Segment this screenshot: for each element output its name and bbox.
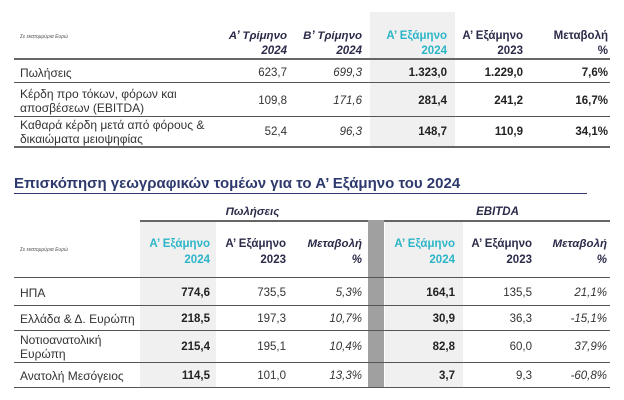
column-header: Α’ Εξάμηνο <box>471 238 532 250</box>
table-cell: 1.229,0 <box>484 67 523 79</box>
table-cell: -15,1% <box>570 312 607 325</box>
table-cell: 21,1% <box>574 286 607 299</box>
table-cell: 110,9 <box>494 126 523 138</box>
title-underline <box>14 193 587 194</box>
table-cell: 148,7 <box>418 126 447 138</box>
group-underline <box>140 220 368 222</box>
table-cell: 30,9 <box>432 312 455 325</box>
column-header-year: 2023 <box>497 45 523 57</box>
column-header-year: % <box>597 45 608 57</box>
row-label: δικαιώματα μειοψηφίας <box>20 132 143 146</box>
header-divider <box>14 58 610 60</box>
column-header-year: 2023 <box>260 254 286 266</box>
table-cell: 171,6 <box>333 95 362 107</box>
column-header-year: 2024 <box>184 254 210 266</box>
column-header: Α’ Εξάμηνο <box>149 238 210 250</box>
column-header-year: 2024 <box>421 45 447 57</box>
table-cell: 623,7 <box>258 67 287 79</box>
table-cell: 774,6 <box>181 286 210 299</box>
column-header-year: 2024 <box>261 45 287 57</box>
table-cell: 135,5 <box>503 286 532 299</box>
table-cell: 218,5 <box>181 312 210 325</box>
row-divider <box>14 362 610 363</box>
column-header: Α’ Εξάμηνο <box>386 30 447 42</box>
table-cell: 735,5 <box>257 286 286 299</box>
column-header: Μεταβολή <box>307 238 363 250</box>
row-label: Πωλήσεις <box>20 66 72 80</box>
units-note: Σε εκατομμύρια Ευρώ <box>20 34 68 40</box>
row-label: Ελλάδα & Δ. Ευρώπη <box>20 311 135 326</box>
column-header: Α’ Εξάμηνο <box>394 238 455 250</box>
group-divider <box>368 220 384 387</box>
highlight-column <box>385 221 463 387</box>
column-header-year: 2024 <box>429 254 455 266</box>
column-header: Α’ Τρίμηνο <box>228 30 287 42</box>
row-label: Νοτιοανατολική <box>20 333 102 347</box>
row-label: ΗΠΑ <box>20 285 46 300</box>
table-cell: 114,5 <box>181 369 210 382</box>
table-cell: 52,4 <box>264 126 287 138</box>
table-cell: 699,3 <box>333 67 362 79</box>
table-cell: 37,9% <box>574 341 607 353</box>
column-header-year: % <box>596 254 607 266</box>
row-label: αποσβέσεων (EBITDA) <box>20 101 145 115</box>
table-cell: 281,4 <box>418 95 447 107</box>
table-cell: 1.323,0 <box>408 67 447 79</box>
highlight-column <box>140 221 216 387</box>
row-divider <box>14 387 610 388</box>
row-divider <box>14 82 610 83</box>
table-cell: 10,7% <box>329 312 362 325</box>
column-header: Μεταβολή <box>552 238 608 250</box>
table-cell: 9,3 <box>516 369 532 382</box>
table-cell: 3,7 <box>439 369 455 382</box>
row-label: Καθαρά κέρδη μετά από φόρους & <box>20 118 205 132</box>
table-cell: 60,0 <box>509 341 532 353</box>
table-cell: 36,3 <box>509 312 532 325</box>
header-divider <box>14 277 610 278</box>
table-cell: 164,1 <box>426 286 455 299</box>
column-header: Β’ Τρίμηνο <box>303 30 362 42</box>
table-cell: 5,3% <box>335 286 362 299</box>
table-cell: 10,4% <box>329 341 362 353</box>
column-header-year: 2024 <box>336 45 362 57</box>
column-header: Μεταβολή <box>553 30 608 42</box>
table-cell: 16,7% <box>575 95 608 107</box>
column-header: Α’ Εξάμηνο <box>462 30 523 42</box>
column-header-year: % <box>351 254 362 266</box>
table-cell: 109,8 <box>258 95 287 107</box>
section-title: Επισκόπηση γεωγραφικών τομέων για το Α’ … <box>14 175 461 192</box>
row-divider <box>14 146 610 148</box>
column-header: Α’ Εξάμηνο <box>225 238 286 250</box>
table-cell: 34,1% <box>575 126 608 138</box>
table-cell: 13,3% <box>329 369 362 382</box>
row-divider <box>14 305 610 306</box>
table-cell: 96,3 <box>339 126 362 138</box>
table-cell: -60,8% <box>570 369 607 382</box>
highlight-column <box>370 12 455 146</box>
table-cell: 7,6% <box>581 67 608 79</box>
group-underline <box>384 220 610 222</box>
row-divider <box>14 330 610 331</box>
row-label: Κέρδη προ τόκων, φόρων και <box>20 87 177 101</box>
row-divider <box>14 116 610 117</box>
table-cell: 197,3 <box>257 312 286 325</box>
units-note: Σε εκατομμύρια Ευρώ <box>20 247 68 253</box>
table-cell: 101,0 <box>257 369 286 382</box>
table-cell: 215,4 <box>181 341 210 353</box>
table-cell: 195,1 <box>257 341 286 353</box>
row-label: Ευρώπη <box>20 347 66 361</box>
column-header-year: 2023 <box>506 254 532 266</box>
table-cell: 241,2 <box>494 95 523 107</box>
row-label: Ανατολή Μεσόγειος <box>20 368 124 383</box>
group-header-sales: Πωλήσεις <box>225 206 280 218</box>
table-cell: 82,8 <box>432 341 455 353</box>
group-header-ebitda: EBITDA <box>476 206 519 218</box>
